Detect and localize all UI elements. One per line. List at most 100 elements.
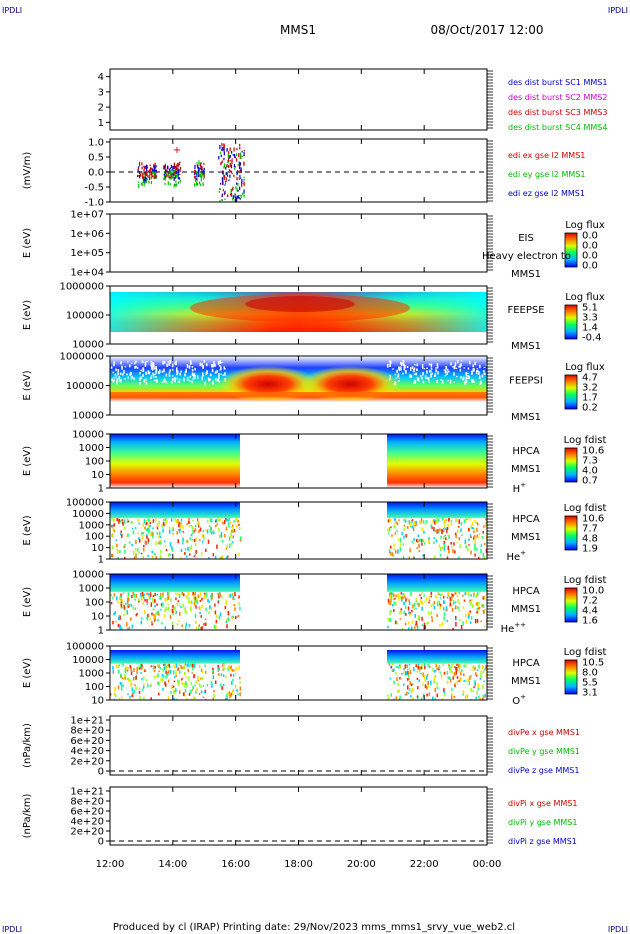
count-pixel [123,605,126,610]
colorbar [564,232,578,268]
count-pixel [199,599,202,602]
count-pixel [111,518,113,521]
count-pixel [204,670,207,674]
plot-area [110,502,487,559]
count-pixel [437,592,440,595]
edi-point [145,165,147,170]
count-pixel [183,664,186,669]
count-pixel [216,544,218,549]
edi-point [199,183,202,186]
count-pixel [197,594,200,599]
noise-pixel [153,367,156,370]
count-pixel [135,613,138,617]
noise-pixel [175,360,177,363]
noise-pixel [415,372,417,376]
noise-pixel [168,371,171,374]
count-pixel [156,525,159,530]
count-pixel [482,530,485,534]
count-pixel [127,628,129,630]
y-axis-label: (nPa/km) [22,723,33,768]
count-pixel [414,626,416,629]
colorbar-tick-label: 0.0 [582,231,598,242]
count-pixel [408,666,411,669]
count-pixel [141,536,144,540]
count-pixel [434,674,437,679]
edi-point [202,172,204,176]
count-pixel [395,665,398,668]
edi-point [137,175,140,177]
count-pixel [402,543,405,546]
count-pixel [476,669,479,672]
edi-point [146,165,148,169]
count-pixel [147,538,150,543]
count-pixel [470,698,473,700]
count-pixel [203,691,206,694]
count-pixel [387,617,389,621]
count-pixel [393,597,396,600]
colorbar-tick-label: 1.6 [582,616,598,627]
count-pixel [124,676,127,680]
count-pixel [408,599,410,603]
count-pixel [133,593,136,598]
count-pixel [222,668,224,671]
edi-point [149,169,151,172]
count-pixel [183,672,186,675]
count-pixel [470,674,473,678]
count-pixel [420,521,423,525]
count-pixel [147,528,149,532]
count-pixel [420,697,423,700]
count-pixel [432,667,434,672]
edi-point [179,166,182,170]
noise-pixel [203,360,206,363]
count-pixel [154,598,156,603]
colorbar-title: Log flux [565,292,605,303]
edi-point [229,193,232,196]
edi-point [164,182,166,185]
edi-point [179,173,181,176]
count-pixel [195,626,198,630]
count-pixel [230,673,232,677]
count-pixel [201,540,204,543]
count-pixel [423,663,426,667]
count-pixel [206,529,209,534]
noise-pixel [413,381,416,384]
count-pixel [165,549,168,552]
count-pixel [152,551,155,555]
count-pixel [113,523,116,527]
count-pixel [446,619,449,622]
count-pixel [159,540,161,543]
count-pixel [131,543,133,547]
count-pixel [459,544,461,549]
count-pixel [471,526,474,530]
count-pixel [131,527,134,530]
count-pixel [445,537,447,541]
count-pixel [226,518,229,521]
count-pixel [458,556,460,559]
count-pixel [485,673,487,677]
count-pixel [409,548,411,553]
noise-pixel [468,375,471,380]
colorbar-tick-label: 8.0 [582,668,598,679]
noise-pixel [111,378,114,381]
noise-pixel [179,378,181,381]
count-pixel [227,617,230,622]
count-pixel [407,670,409,675]
noise-pixel [155,365,157,370]
count-pixel [433,670,436,673]
count-pixel [214,680,217,685]
count-pixel [403,610,405,615]
noise-pixel [176,377,178,380]
noise-pixel [175,367,178,370]
count-pixel [391,534,393,537]
edi-point [163,177,165,180]
noise-pixel [460,360,463,362]
count-pixel [165,670,167,675]
count-pixel [467,611,470,615]
count-pixel [215,625,217,630]
edi-point [169,176,171,179]
noise-pixel [211,368,214,373]
instrument-label: FEEPSI [509,376,543,387]
count-pixel [438,601,441,606]
count-pixel [142,555,145,559]
